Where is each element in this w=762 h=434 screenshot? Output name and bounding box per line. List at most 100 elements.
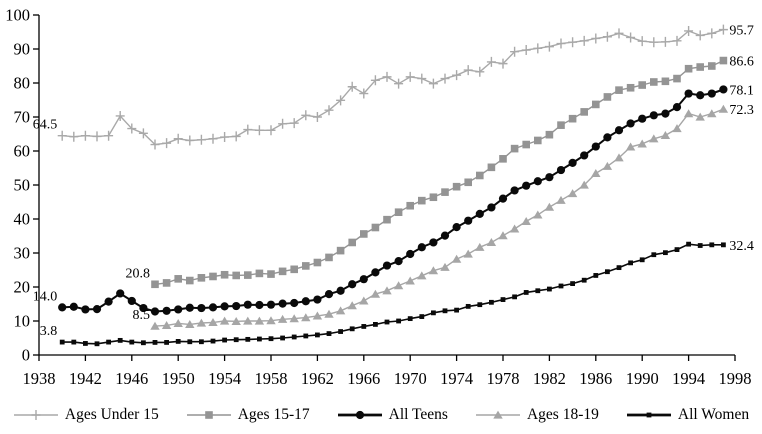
triangle-marker	[405, 276, 415, 285]
circle-marker	[638, 114, 647, 123]
small-square-marker	[616, 265, 622, 271]
x-tick-label: 1990	[626, 369, 659, 388]
point-label: 72.3	[729, 103, 754, 118]
circle-marker	[232, 301, 241, 311]
triangle-marker	[660, 130, 671, 139]
x-tick-label: 1942	[69, 369, 102, 388]
circle-marker	[406, 249, 415, 259]
point-labels: 64.5 14.0 3.8 20.8 8.5 95.7 86.6 78.1 72.3 32.4	[33, 24, 754, 339]
small-square-marker	[570, 281, 575, 286]
circle-marker	[719, 85, 728, 94]
small-square-marker	[477, 302, 483, 308]
triangle-marker	[324, 309, 334, 318]
small-square-marker	[71, 339, 77, 345]
series-line-ages-15-17	[154, 59, 724, 285]
plus-marker	[347, 81, 357, 92]
circle-marker	[371, 268, 380, 277]
triangle-marker	[649, 134, 659, 143]
square-marker	[348, 238, 356, 247]
plus-marker	[684, 25, 694, 36]
plus-marker	[324, 105, 334, 116]
small-square-marker	[442, 308, 448, 314]
plus-marker	[69, 131, 79, 142]
point-label: 8.5	[133, 308, 151, 323]
small-square-marker	[59, 339, 65, 345]
plus-marker	[336, 95, 346, 106]
square-marker	[638, 81, 646, 89]
circle-marker	[707, 89, 716, 98]
y-tick-label: 10	[14, 312, 31, 331]
triangle-marker	[243, 316, 253, 325]
circle-marker	[278, 299, 287, 308]
circle-marker	[394, 257, 403, 266]
small-square-marker	[361, 324, 367, 329]
point-label: 3.8	[40, 324, 58, 339]
square-marker	[220, 270, 229, 279]
plus-marker	[278, 118, 288, 129]
plus-marker	[127, 123, 137, 134]
small-square-marker	[686, 241, 691, 247]
plus-marker	[486, 56, 496, 67]
triangle-marker	[370, 289, 381, 298]
triangle-marker	[493, 410, 503, 419]
square-marker	[186, 276, 194, 285]
x-axis-ticks: 1938 1942 1946 1950 1954 1958 1962 1966 1970 1974…	[23, 355, 752, 388]
small-square-marker	[199, 339, 204, 345]
x-tick-label: 1938	[23, 369, 56, 388]
triangle-marker	[161, 321, 172, 330]
square-marker	[487, 163, 496, 172]
square-marker	[209, 272, 217, 281]
plus-marker	[452, 70, 462, 81]
plus-marker	[80, 130, 90, 141]
square-marker	[302, 262, 310, 270]
triangle-marker	[544, 202, 555, 211]
plus-marker	[196, 134, 206, 145]
small-square-marker	[454, 307, 459, 313]
x-tick-label: 1962	[301, 369, 334, 388]
legend-label: All Women	[677, 406, 750, 424]
small-square-marker	[419, 314, 425, 319]
plus-marker	[475, 66, 485, 77]
plus-marker	[405, 71, 415, 82]
circle-marker	[104, 297, 113, 306]
y-tick-label: 30	[14, 244, 31, 263]
x-tick-label: 1982	[533, 369, 566, 388]
circle-marker	[290, 298, 299, 308]
square-marker	[255, 269, 264, 278]
small-square-marker	[117, 337, 123, 343]
y-tick-label: 50	[14, 176, 31, 195]
triangle-marker	[150, 321, 160, 330]
legend-item-ages-18-19: Ages 18-19	[475, 407, 599, 423]
triangle-marker	[347, 301, 357, 310]
series-line-ages-18-19	[154, 108, 724, 327]
series-ages-18-19	[150, 104, 729, 330]
plus-marker	[649, 37, 659, 48]
plus-marker	[521, 45, 531, 56]
plus-marker	[138, 128, 148, 139]
circle-marker	[440, 231, 450, 240]
plus-marker	[243, 124, 253, 135]
small-square-marker	[651, 252, 657, 258]
small-square-marker	[523, 290, 529, 295]
small-square-marker	[605, 269, 610, 275]
point-label: 14.0	[33, 289, 58, 304]
square-marker	[568, 114, 577, 123]
plus-marker	[556, 38, 566, 49]
circle-marker	[580, 151, 589, 160]
circle-marker	[139, 303, 148, 313]
small-square-marker	[129, 339, 135, 345]
triangle-marker	[625, 142, 636, 151]
circle-marker	[301, 297, 310, 306]
small-square-marker	[465, 303, 471, 309]
square-marker	[534, 136, 542, 145]
square-marker	[510, 144, 519, 153]
square-marker	[522, 140, 530, 149]
legend-marker-plus-icon	[13, 410, 58, 420]
triangle-marker	[486, 238, 497, 247]
triangle-marker	[266, 316, 276, 325]
square-marker	[452, 182, 461, 191]
point-label: 78.1	[729, 83, 754, 98]
circle-marker	[603, 133, 612, 142]
plus-marker	[637, 36, 647, 47]
y-tick-label: 70	[14, 108, 31, 127]
